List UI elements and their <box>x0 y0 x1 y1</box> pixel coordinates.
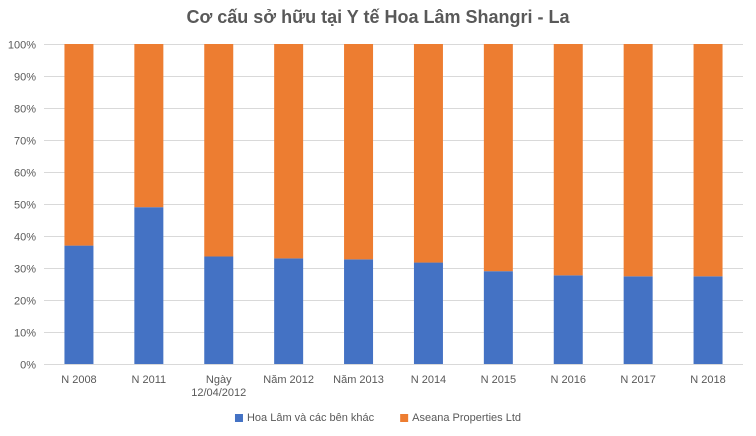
bar-segment-hoa-lam <box>204 256 234 364</box>
legend: Hoa Lâm và các bên khác Aseana Properties… <box>234 412 521 424</box>
x-tick-label: N 2015 <box>481 374 516 386</box>
y-tick-label: 30% <box>14 264 36 276</box>
bars <box>64 44 723 364</box>
bar-segment-hoa-lam <box>274 258 304 364</box>
bar-segment-aseana <box>274 44 304 259</box>
y-tick-label: 60% <box>14 168 36 180</box>
bar-segment-hoa-lam <box>64 245 94 364</box>
bar-segment-aseana <box>693 44 723 277</box>
x-tick-label: N 2008 <box>61 374 96 386</box>
x-tick-label: N 2017 <box>620 374 655 386</box>
y-tick-label: 90% <box>14 72 36 84</box>
y-tick-label: 70% <box>14 136 36 148</box>
x-tick-label: N 2011 <box>132 374 167 386</box>
y-tick-label: 80% <box>14 104 36 116</box>
x-tick-label: N 2014 <box>411 374 446 386</box>
bar-segment-hoa-lam <box>134 207 164 364</box>
bar-segment-aseana <box>64 44 94 246</box>
chart-title: Cơ cấu sở hữu tại Y tế Hoa Lâm Shangri -… <box>186 7 570 27</box>
x-tick-label: Ngày <box>206 374 232 386</box>
bar-segment-aseana <box>623 44 653 277</box>
bar-segment-aseana <box>483 44 513 272</box>
x-tick-label: Năm 2012 <box>263 374 314 386</box>
y-tick-label: 0% <box>20 360 36 372</box>
bar-segment-aseana <box>413 44 443 263</box>
y-axis-labels: 0% 10% 20% 30% 40% 50% 60% 70% 80% 90% 100% <box>8 40 36 372</box>
y-tick-label: 40% <box>14 232 36 244</box>
bar-segment-aseana <box>204 44 234 257</box>
bar-segment-hoa-lam <box>344 259 374 364</box>
legend-label: Aseana Properties Ltd <box>412 412 521 424</box>
y-tick-label: 100% <box>8 40 36 52</box>
bar-segment-aseana <box>344 44 374 260</box>
bar-segment-hoa-lam <box>693 276 723 364</box>
bar-segment-hoa-lam <box>483 271 513 364</box>
legend-label: Hoa Lâm và các bên khác <box>247 412 375 424</box>
bar-segment-hoa-lam <box>623 276 653 364</box>
x-tick-label: N 2016 <box>551 374 586 386</box>
x-tick-label: N 2018 <box>690 374 725 386</box>
bar-segment-hoa-lam <box>553 275 583 364</box>
bar-segment-hoa-lam <box>413 262 443 364</box>
legend-swatch <box>234 414 243 422</box>
bar-segment-aseana <box>553 44 583 276</box>
x-tick-label: Năm 2013 <box>333 374 384 386</box>
y-tick-label: 50% <box>14 200 36 212</box>
y-tick-label: 20% <box>14 296 36 308</box>
bar-segment-aseana <box>134 44 164 208</box>
y-tick-label: 10% <box>14 328 36 340</box>
legend-swatch <box>400 414 409 422</box>
x-tick-label: 12/04/2012 <box>191 387 246 399</box>
